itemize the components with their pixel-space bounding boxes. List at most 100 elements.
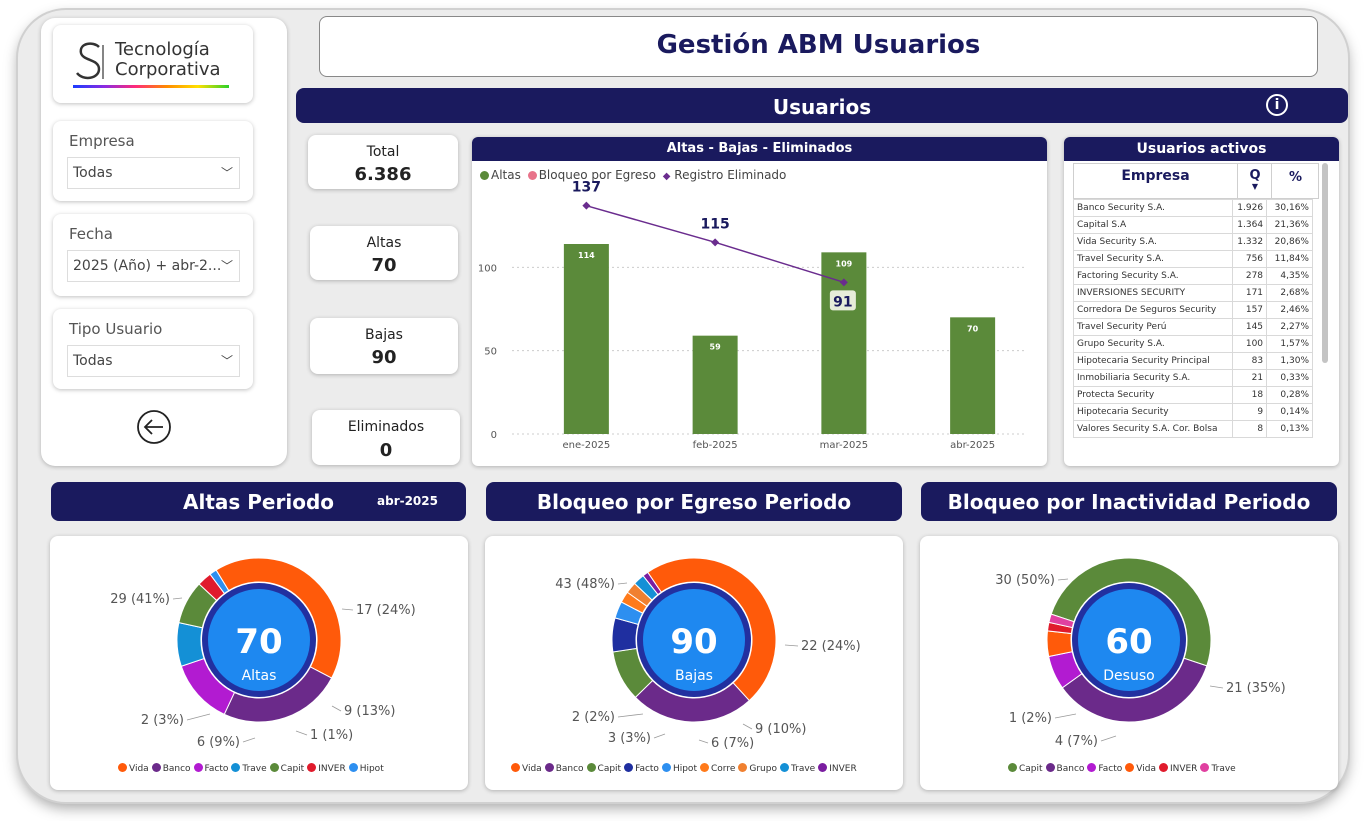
slice-data-label: 9 (13%) (344, 704, 395, 719)
legend-item[interactable]: Facto (193, 763, 228, 774)
legend-item[interactable]: Banco (151, 763, 191, 774)
legend-item[interactable]: Altas (480, 168, 521, 182)
legend-label: Facto (1098, 764, 1123, 774)
legend-swatch (231, 763, 241, 772)
column-header-pct[interactable]: % (1271, 164, 1319, 198)
donut-center-label: Altas (242, 668, 277, 684)
logo-line2: Corporativa (115, 59, 221, 80)
empresa-dropdown[interactable]: Todas ﹀ (67, 157, 240, 189)
legend-item[interactable]: Hipot (348, 763, 384, 774)
bar-data-label: 109 (836, 259, 853, 268)
legend-swatch (269, 763, 279, 772)
bar (950, 317, 996, 434)
donut-center (1078, 589, 1180, 691)
legend-item[interactable]: Trave (779, 763, 815, 774)
legend-item[interactable]: Hipot (661, 763, 697, 774)
legend-item[interactable]: Bloqueo por Egreso (527, 168, 656, 182)
table-row[interactable]: INVERSIONES SECURITY 171 2,68% (1073, 284, 1313, 302)
x-tick-label: mar-2025 (820, 440, 868, 451)
fecha-dropdown[interactable]: 2025 (Año) + abr-2... ﹀ (67, 250, 240, 282)
chart-title-bar: Altas - Bajas - Eliminados (472, 137, 1047, 161)
table-row[interactable]: Travel Security Perú 145 2,27% (1073, 318, 1313, 336)
kpi-value: 6.386 (354, 164, 412, 185)
table-row[interactable]: Valores Security S.A. Cor. Bolsa 8 0,13% (1073, 420, 1313, 438)
cell-empresa: Travel Security S.A. (1073, 250, 1234, 268)
table-row[interactable]: Capital S.A 1.364 21,36% (1073, 216, 1313, 234)
legend-label: Altas (491, 168, 521, 182)
legend-swatch (348, 763, 358, 772)
table-row[interactable]: Hipotecaria Security Principal 83 1,30% (1073, 352, 1313, 370)
legend-item[interactable]: Vida (1125, 763, 1156, 774)
legend-item[interactable]: Trave (1200, 763, 1236, 774)
table-row[interactable]: Travel Security S.A. 756 11,84% (1073, 250, 1313, 268)
column-header-q[interactable]: Q ▼ (1237, 164, 1272, 198)
legend-label: Facto (635, 764, 659, 774)
line-data-label: 91 (833, 294, 852, 310)
chevron-down-icon: ﹀ (220, 259, 233, 273)
legend-swatch (527, 171, 537, 180)
legend-label: Vida (129, 764, 149, 774)
cell-empresa: Protecta Security (1073, 386, 1234, 404)
cell-empresa: Corredora De Seguros Security (1073, 301, 1234, 319)
kpi-value: 70 (371, 255, 397, 276)
cell-empresa: Hipotecaria Security Principal (1073, 352, 1234, 370)
legend-item[interactable]: Facto (624, 763, 659, 774)
leader-line (1054, 713, 1077, 719)
slice-data-label: 43 (48%) (555, 577, 615, 592)
column-header-q-label: Q (1249, 168, 1261, 183)
kpi-label: Total (366, 144, 400, 160)
legend-item[interactable]: INVER (307, 763, 346, 774)
legend-item[interactable]: Capit (1008, 763, 1043, 774)
legend-item[interactable]: Capit (586, 763, 621, 774)
legend-item[interactable]: Trave (231, 763, 267, 774)
table-row[interactable]: Vida Security S.A. 1.332 20,86% (1073, 233, 1313, 251)
legend-item[interactable]: Grupo (738, 763, 777, 774)
line-data-label: 115 (701, 216, 730, 232)
cell-pct: 1,57% (1266, 335, 1313, 353)
line-point (839, 278, 848, 287)
legend-item[interactable]: Capit (269, 763, 304, 774)
legend-swatch (511, 763, 520, 772)
slice-data-label: 4 (7%) (1055, 734, 1098, 749)
table-row[interactable]: Protecta Security 18 0,28% (1073, 386, 1313, 404)
kpi-value: 90 (371, 347, 397, 368)
column-header-empresa[interactable]: Empresa (1121, 168, 1190, 184)
table-row[interactable]: Corredora De Seguros Security 157 2,46% (1073, 301, 1313, 319)
slice-data-label: 30 (50%) (995, 573, 1055, 588)
legend-item[interactable]: ◆ Registro Eliminado (663, 168, 787, 182)
legend-item[interactable]: Banco (544, 763, 584, 774)
table-scrollbar[interactable] (1322, 163, 1328, 363)
table-row[interactable]: Inmobiliaria Security S.A. 21 0,33% (1073, 369, 1313, 387)
tipo-usuario-dropdown[interactable]: Todas ﹀ (67, 345, 240, 377)
legend-item[interactable]: INVER (818, 763, 857, 774)
legend-item[interactable]: INVER (1158, 763, 1197, 774)
kpi-label: Altas (366, 235, 402, 251)
leader-line (341, 608, 354, 611)
info-icon[interactable]: i (1266, 94, 1288, 116)
dropdown-value: 2025 (Año) + abr-2... (73, 258, 222, 274)
panel-title: Bloqueo por Inactividad Periodo (947, 490, 1311, 514)
slice-data-label: 9 (10%) (755, 722, 806, 737)
legend-label: Bloqueo por Egreso (538, 168, 656, 182)
slice-data-label: 22 (24%) (801, 639, 861, 654)
table-row[interactable]: Grupo Security S.A. 100 1,57% (1073, 335, 1313, 353)
legend-swatch (1158, 763, 1168, 772)
cell-pct: 30,16% (1266, 199, 1313, 217)
legend-item[interactable]: Banco (1045, 763, 1084, 774)
donut-center-label: Desuso (1103, 668, 1154, 684)
legend-item[interactable]: Vida (118, 763, 149, 774)
table-header: Empresa Q ▼ % (1073, 163, 1319, 199)
table-row[interactable]: Banco Security S.A. 1.926 30,16% (1073, 199, 1313, 217)
table-row[interactable]: Factoring Security S.A. 278 4,35% (1073, 267, 1313, 285)
legend-swatch (307, 763, 317, 772)
dropdown-value: Todas (73, 165, 113, 181)
table-row[interactable]: Hipotecaria Security 9 0,14% (1073, 403, 1313, 421)
legend-item[interactable]: Corre (699, 763, 735, 774)
cell-empresa: Hipotecaria Security (1073, 403, 1234, 421)
cell-q: 278 (1232, 267, 1268, 285)
cell-q: 1.926 (1232, 199, 1268, 217)
legend-item[interactable]: Vida (511, 763, 542, 774)
donut-slice (1048, 613, 1075, 629)
back-arrow-icon[interactable] (136, 409, 172, 445)
legend-item[interactable]: Facto (1087, 763, 1123, 774)
